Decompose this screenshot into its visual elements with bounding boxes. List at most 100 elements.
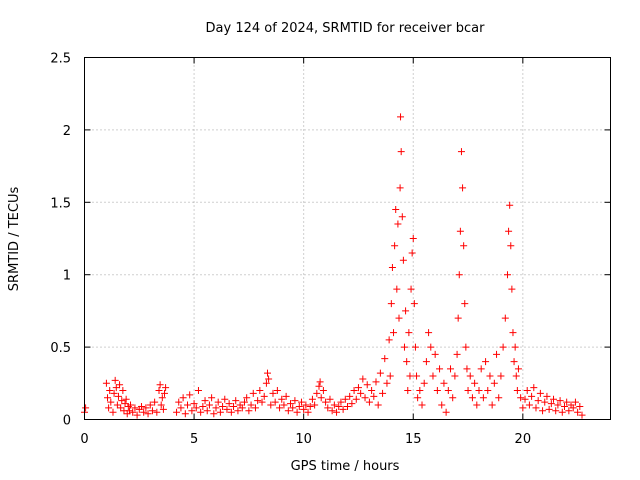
- data-point: [507, 242, 515, 250]
- data-point: [243, 394, 251, 402]
- data-point: [238, 404, 246, 412]
- data-point: [514, 365, 522, 373]
- data-point: [203, 407, 211, 415]
- data-point: [463, 365, 471, 373]
- data-point: [330, 401, 338, 409]
- data-point: [192, 404, 200, 412]
- data-point: [335, 402, 343, 410]
- data-point: [368, 387, 376, 395]
- y-tick-label: 1: [63, 269, 71, 284]
- data-point: [348, 400, 356, 408]
- data-point: [565, 407, 573, 415]
- data-point: [137, 402, 145, 410]
- data-point: [541, 398, 549, 406]
- data-point: [129, 408, 137, 416]
- data-point: [403, 358, 411, 366]
- data-point: [262, 379, 270, 387]
- data-point: [344, 402, 351, 410]
- data-point: [216, 408, 224, 416]
- data-point: [534, 397, 542, 405]
- data-point: [256, 387, 264, 395]
- y-tick-label: 2: [63, 124, 71, 139]
- x-tick-label: 0: [80, 432, 88, 447]
- data-point: [361, 394, 369, 402]
- data-point: [230, 402, 238, 410]
- data-point: [528, 392, 536, 400]
- data-point: [512, 372, 520, 380]
- data-point: [396, 184, 404, 192]
- data-point: [578, 411, 586, 419]
- data-point: [219, 402, 227, 410]
- data-point: [455, 271, 463, 279]
- data-point: [271, 398, 279, 406]
- data-point: [264, 369, 272, 377]
- x-tick-label: 20: [515, 432, 532, 447]
- data-point: [177, 404, 185, 412]
- data-point: [122, 395, 130, 403]
- data-point: [376, 369, 384, 377]
- data-point: [510, 358, 518, 366]
- data-point: [308, 395, 316, 403]
- data-point: [407, 285, 415, 293]
- data-point: [315, 382, 323, 390]
- data-point: [316, 378, 324, 386]
- data-point: [569, 404, 577, 412]
- data-point: [234, 407, 242, 415]
- data-point: [260, 392, 268, 400]
- data-point: [225, 400, 233, 408]
- data-point: [454, 314, 462, 322]
- data-point: [346, 392, 354, 400]
- data-point: [186, 391, 194, 399]
- data-point: [276, 404, 284, 412]
- data-point: [146, 401, 154, 409]
- y-tick-label: 0.5: [50, 341, 71, 356]
- data-point: [148, 407, 156, 415]
- data-point: [119, 387, 127, 395]
- data-point: [251, 404, 259, 412]
- data-point: [162, 384, 170, 392]
- data-point: [438, 401, 446, 409]
- data-point: [249, 389, 257, 397]
- data-point: [539, 407, 547, 415]
- chart-title: Day 124 of 2024, SRMTID for receiver bca…: [206, 21, 486, 36]
- data-point: [509, 329, 517, 337]
- data-point: [560, 402, 568, 410]
- data-point: [475, 387, 483, 395]
- data-point: [397, 113, 405, 121]
- data-point: [499, 343, 507, 351]
- data-point: [245, 407, 253, 415]
- data-point: [337, 398, 345, 406]
- y-axis-label: SRMTID / TECUs: [7, 187, 22, 292]
- data-point: [505, 227, 513, 235]
- data-point: [466, 372, 474, 380]
- data-point: [385, 336, 393, 344]
- data-point: [416, 387, 424, 395]
- data-point: [479, 394, 487, 402]
- data-point: [111, 376, 119, 384]
- data-point: [508, 285, 516, 293]
- data-point: [112, 384, 120, 392]
- data-point: [394, 220, 402, 228]
- data-point: [490, 379, 498, 387]
- data-point: [140, 408, 148, 416]
- data-point: [503, 271, 511, 279]
- data-point: [425, 329, 433, 337]
- data-point: [488, 401, 496, 409]
- data-point: [175, 398, 183, 406]
- data-point: [464, 387, 472, 395]
- data-point: [221, 395, 229, 403]
- data-point: [402, 307, 410, 315]
- data-point: [273, 387, 281, 395]
- data-point: [153, 408, 161, 416]
- data-point: [395, 314, 403, 322]
- data-point: [517, 394, 525, 402]
- data-point: [418, 401, 426, 409]
- data-point: [506, 201, 514, 209]
- data-point: [287, 400, 295, 408]
- data-point: [486, 372, 494, 380]
- data-point: [278, 395, 286, 403]
- data-points: [81, 113, 586, 419]
- axis-ticks: [84, 57, 611, 420]
- data-point: [511, 343, 519, 351]
- data-point: [409, 235, 417, 242]
